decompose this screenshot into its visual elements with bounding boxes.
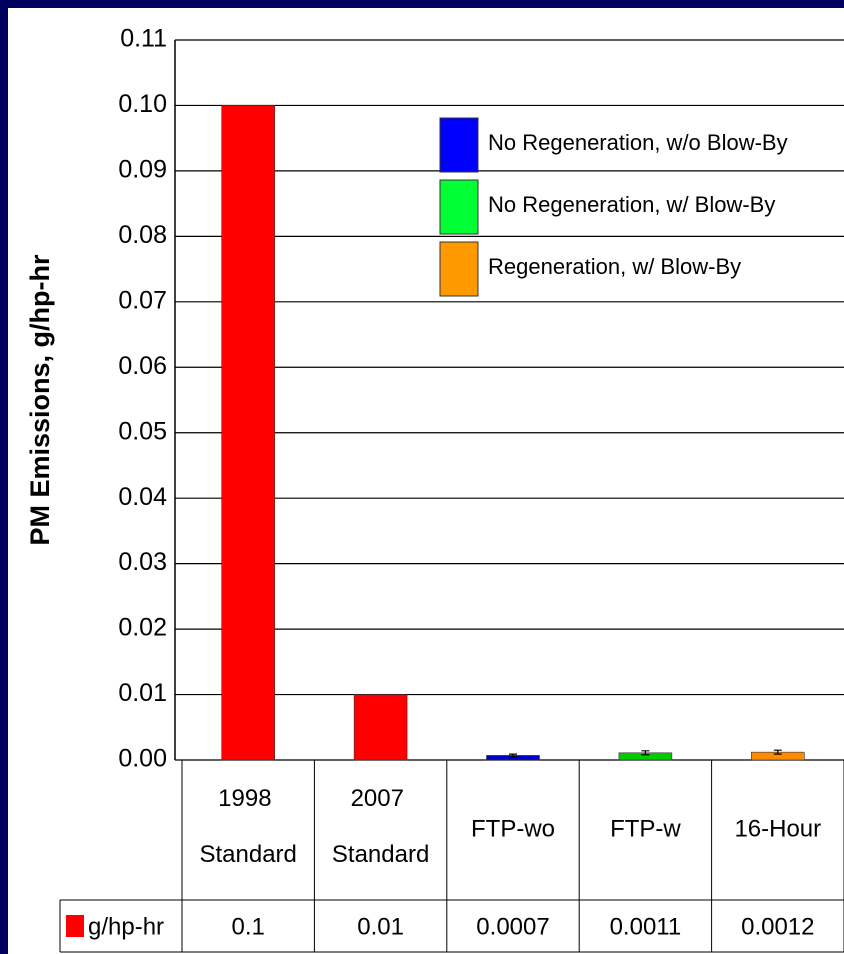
y-tick-label: 0.09 xyxy=(118,156,167,184)
legend-label: No Regeneration, w/o Blow-By xyxy=(488,130,788,155)
value-label: 0.0012 xyxy=(741,913,814,940)
table-row-label: g/hp-hr xyxy=(88,913,164,940)
x-tick-label: FTP-wo xyxy=(471,815,555,842)
table-swatch xyxy=(66,915,84,937)
y-tick-label: 0.11 xyxy=(120,25,167,53)
legend-label: No Regeneration, w/ Blow-By xyxy=(488,192,775,217)
y-tick-label: 0.10 xyxy=(118,90,167,118)
y-tick-label: 0.06 xyxy=(118,352,167,380)
error-bar xyxy=(509,753,517,758)
error-bar xyxy=(641,750,650,756)
value-label: 0.0011 xyxy=(610,913,682,940)
error-bar xyxy=(773,749,782,755)
legend-swatch xyxy=(439,241,479,297)
legend-label: Regeneration, w/ Blow-By xyxy=(488,254,741,279)
value-label: 0.1 xyxy=(232,913,265,940)
bar xyxy=(353,694,408,761)
x-tick-line: Standard xyxy=(199,841,296,868)
legend-swatch xyxy=(439,117,479,173)
chart-panel xyxy=(8,8,844,954)
y-tick-label: 0.01 xyxy=(118,679,167,707)
x-tick-label: 1998 Standard xyxy=(199,785,296,868)
y-tick-label: 0.03 xyxy=(118,548,167,576)
y-tick-label: 0.07 xyxy=(118,286,167,314)
legend-swatch xyxy=(439,179,479,235)
y-tick-label: 0.04 xyxy=(118,483,167,511)
x-tick-line: Standard xyxy=(332,841,429,868)
x-tick-label: 16-Hour xyxy=(734,815,821,842)
y-tick-label: 0.05 xyxy=(118,417,167,445)
x-tick-label: FTP-w xyxy=(610,815,681,842)
bar xyxy=(221,105,275,761)
x-tick-line: 1998 xyxy=(218,785,278,812)
value-label: 0.0007 xyxy=(476,913,549,940)
y-tick-label: 0.02 xyxy=(118,614,167,642)
y-tick-label: 0.00 xyxy=(118,745,167,773)
y-tick-label: 0.08 xyxy=(118,221,167,249)
x-tick-label: 2007 Standard xyxy=(332,785,429,868)
y-axis-label: PM Emissions, g/hp-hr xyxy=(25,254,55,546)
value-label: 0.01 xyxy=(357,913,404,940)
x-tick-line: 2007 xyxy=(351,785,411,812)
